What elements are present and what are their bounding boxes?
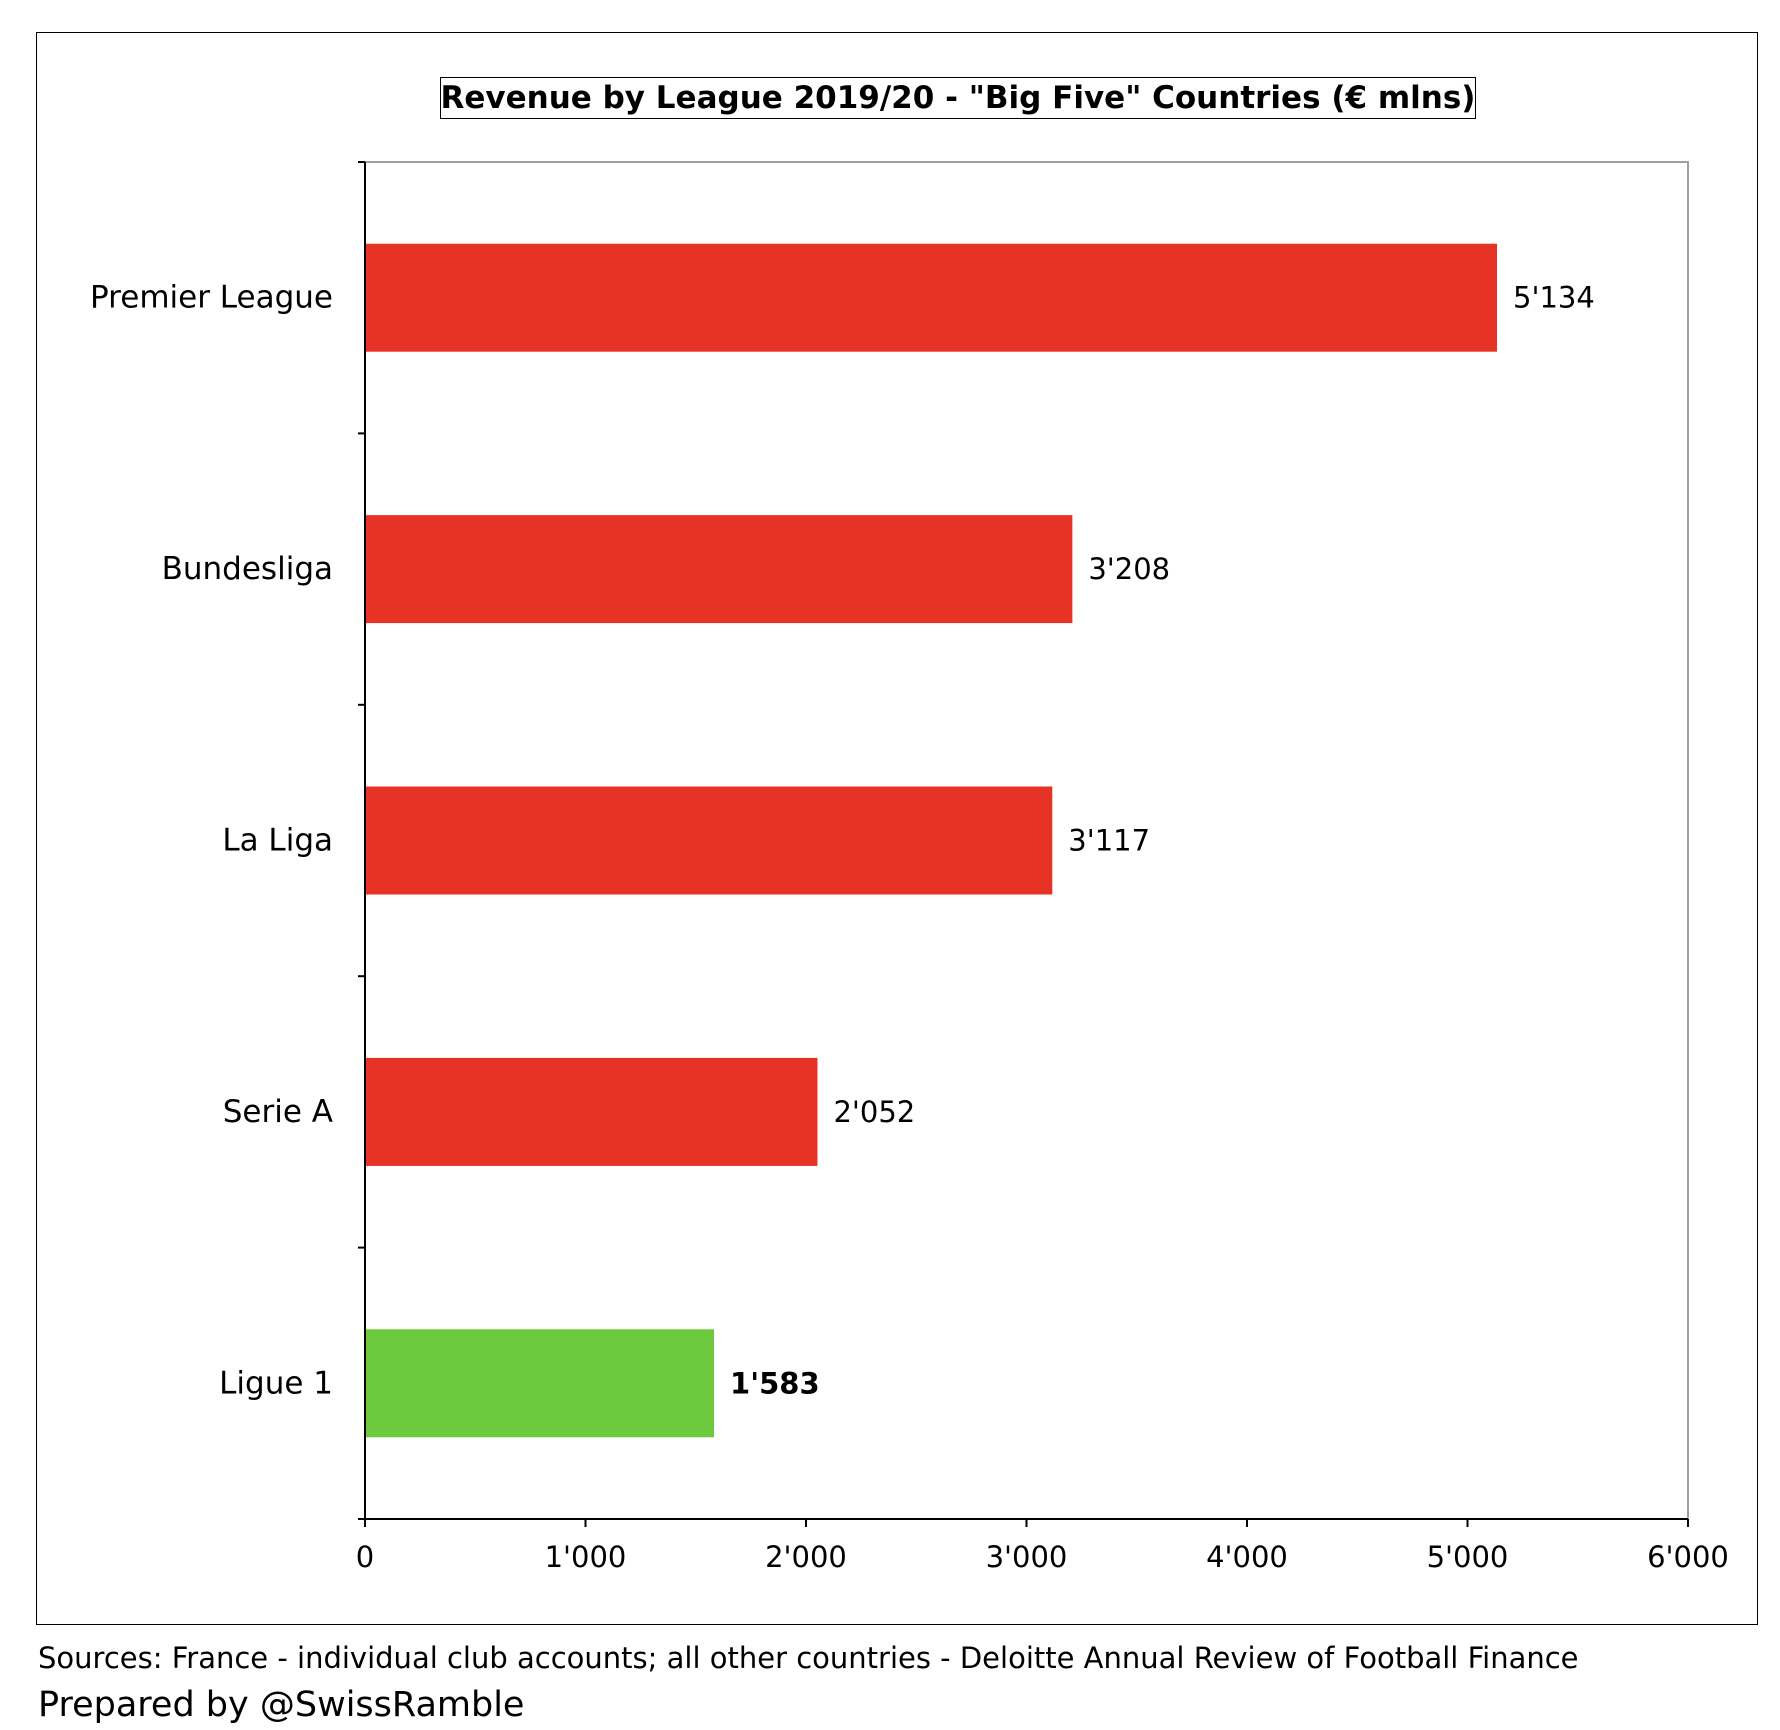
- x-tick-label: 2'000: [765, 1540, 847, 1574]
- chart-title: Revenue by League 2019/20 - "Big Five" C…: [440, 77, 1476, 119]
- category-label: Premier League: [90, 280, 333, 316]
- bar: [365, 243, 1498, 352]
- bar: [365, 1057, 818, 1166]
- data-label: 3'117: [1068, 824, 1150, 858]
- category-label: Ligue 1: [219, 1365, 333, 1401]
- prepared-by-credit: Prepared by @SwissRamble: [38, 1685, 525, 1725]
- x-tick-label: 0: [356, 1540, 374, 1574]
- bar: [365, 1329, 715, 1438]
- bar: [365, 515, 1073, 624]
- category-label: La Liga: [222, 823, 333, 859]
- sources-note: Sources: France - individual club accoun…: [38, 1641, 1579, 1675]
- x-tick-label: 3'000: [986, 1540, 1068, 1574]
- data-label: 2'052: [833, 1095, 915, 1129]
- data-label: 3'208: [1088, 552, 1170, 586]
- chart-frame: [36, 32, 1758, 1625]
- data-label: 5'134: [1513, 281, 1595, 315]
- x-tick-label: 5'000: [1427, 1540, 1509, 1574]
- bar: [365, 786, 1053, 895]
- category-label: Bundesliga: [162, 551, 333, 587]
- category-label: Serie A: [223, 1094, 333, 1130]
- data-label: 1'583: [730, 1366, 820, 1400]
- x-tick-label: 1'000: [545, 1540, 627, 1574]
- x-tick-label: 6'000: [1647, 1540, 1729, 1574]
- x-tick-label: 4'000: [1206, 1540, 1288, 1574]
